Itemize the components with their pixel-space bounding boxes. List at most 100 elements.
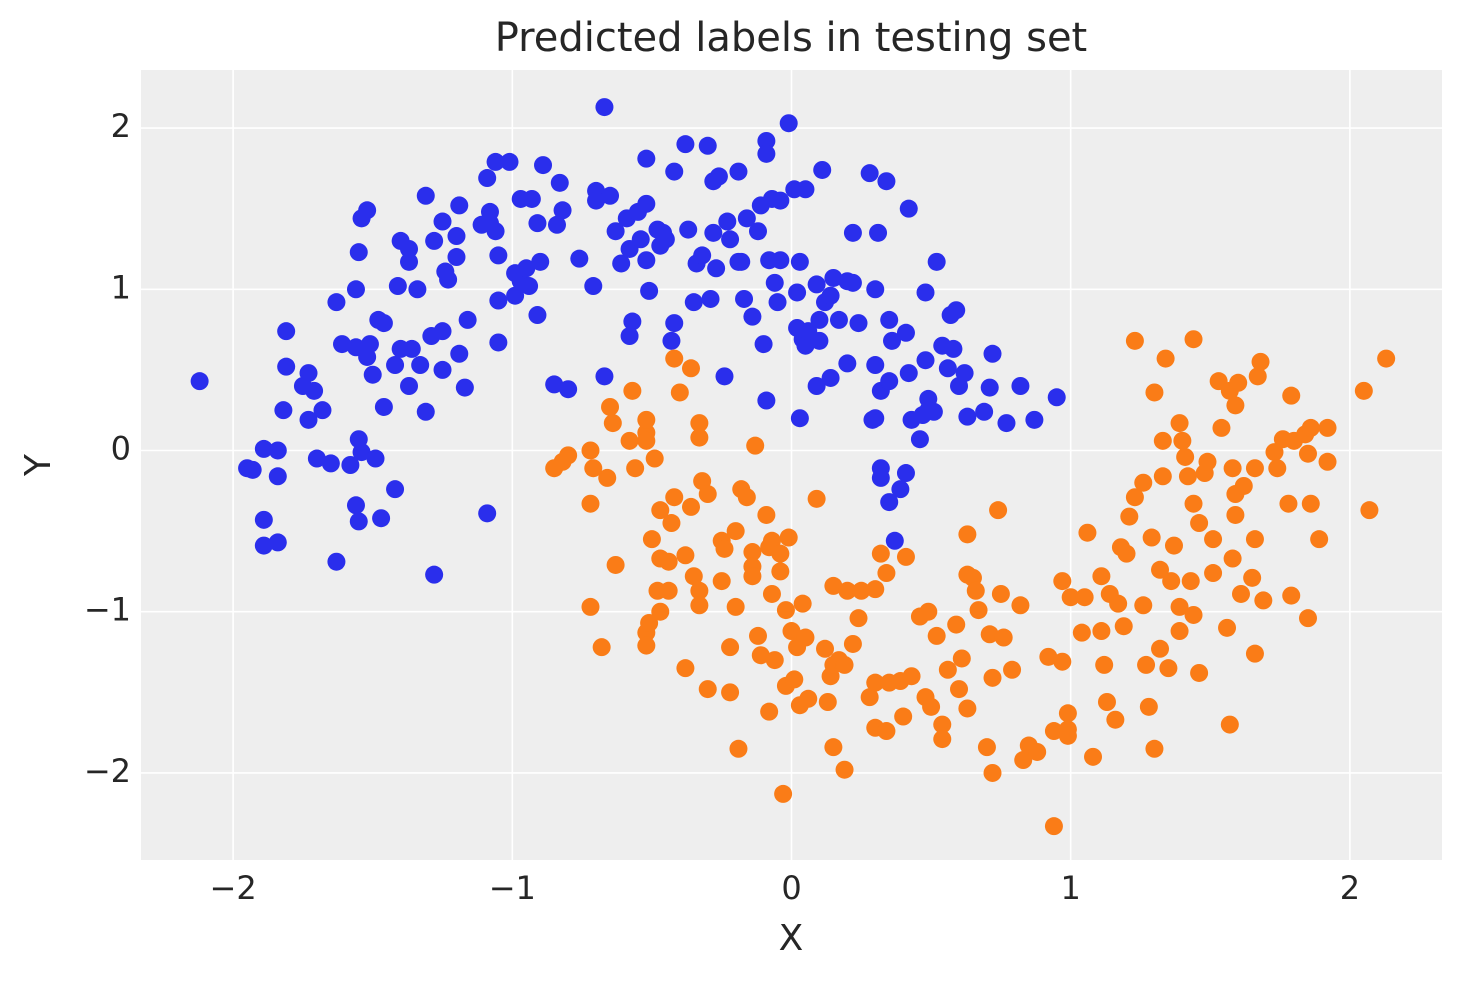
point <box>1318 418 1337 437</box>
point <box>821 286 840 305</box>
point <box>299 410 318 429</box>
point <box>933 715 952 734</box>
point <box>871 468 890 487</box>
point <box>824 576 843 595</box>
point <box>743 307 762 326</box>
point <box>824 738 843 757</box>
point <box>1245 459 1264 478</box>
point <box>1097 693 1116 711</box>
point <box>341 456 360 474</box>
point <box>637 636 656 655</box>
point <box>402 339 421 358</box>
point <box>880 372 899 391</box>
point <box>735 289 754 308</box>
point <box>374 397 393 416</box>
point <box>1117 544 1136 563</box>
point <box>793 594 812 613</box>
point <box>386 480 405 499</box>
point <box>707 259 726 278</box>
point <box>910 430 929 449</box>
point <box>1268 459 1287 478</box>
point <box>958 699 977 718</box>
point <box>411 356 430 375</box>
point <box>1153 431 1172 450</box>
point <box>958 525 977 544</box>
point <box>612 254 631 273</box>
point <box>665 162 684 181</box>
point <box>1184 605 1203 624</box>
point <box>352 443 371 462</box>
point <box>1078 523 1097 542</box>
point <box>704 223 723 242</box>
point <box>1184 330 1203 349</box>
point <box>983 344 1002 363</box>
point <box>1176 447 1195 466</box>
point <box>277 322 296 341</box>
point <box>606 555 625 574</box>
point <box>969 601 988 620</box>
point <box>486 222 505 241</box>
point <box>637 431 656 450</box>
point <box>388 277 407 296</box>
point <box>517 259 536 278</box>
point <box>360 335 379 354</box>
point <box>807 489 826 508</box>
point <box>813 160 832 179</box>
point <box>545 375 564 394</box>
point <box>1145 739 1164 758</box>
point <box>676 135 695 154</box>
point <box>1229 373 1248 392</box>
x-tick-label: −1 <box>489 869 536 907</box>
point <box>919 602 938 621</box>
point <box>489 291 508 310</box>
marks <box>190 98 1396 836</box>
point <box>489 333 508 352</box>
point <box>709 167 728 186</box>
point <box>835 655 854 674</box>
point <box>771 251 790 270</box>
point <box>977 738 996 757</box>
x-tick-label: −2 <box>210 869 257 907</box>
point <box>528 306 547 325</box>
point <box>1251 352 1270 371</box>
point <box>400 252 419 271</box>
point <box>743 543 762 562</box>
point <box>1025 410 1044 429</box>
point <box>715 367 734 386</box>
point <box>1151 560 1170 579</box>
point <box>927 626 946 645</box>
point <box>737 209 756 228</box>
point <box>746 436 765 455</box>
point <box>947 301 966 320</box>
point <box>810 331 829 350</box>
point <box>933 730 952 749</box>
point <box>416 186 435 205</box>
y-tick-label: −1 <box>84 591 131 629</box>
point <box>818 693 837 711</box>
x-tick-label: 0 <box>781 869 801 907</box>
point <box>254 439 273 458</box>
point <box>796 336 815 355</box>
point <box>620 327 639 346</box>
point <box>866 580 885 599</box>
point <box>581 441 600 460</box>
point <box>1360 501 1379 520</box>
point <box>601 397 620 416</box>
point <box>584 277 603 296</box>
point <box>1095 655 1114 674</box>
point <box>1162 572 1181 591</box>
point <box>1226 505 1245 524</box>
point <box>665 314 684 333</box>
point <box>894 707 913 726</box>
point <box>670 383 689 402</box>
point <box>1047 388 1066 407</box>
point <box>640 614 659 632</box>
point <box>333 335 352 354</box>
point <box>553 201 572 220</box>
point <box>896 464 915 483</box>
point <box>1084 747 1103 766</box>
point <box>1011 596 1030 615</box>
point <box>581 494 600 513</box>
point <box>944 339 963 358</box>
point <box>955 364 974 383</box>
